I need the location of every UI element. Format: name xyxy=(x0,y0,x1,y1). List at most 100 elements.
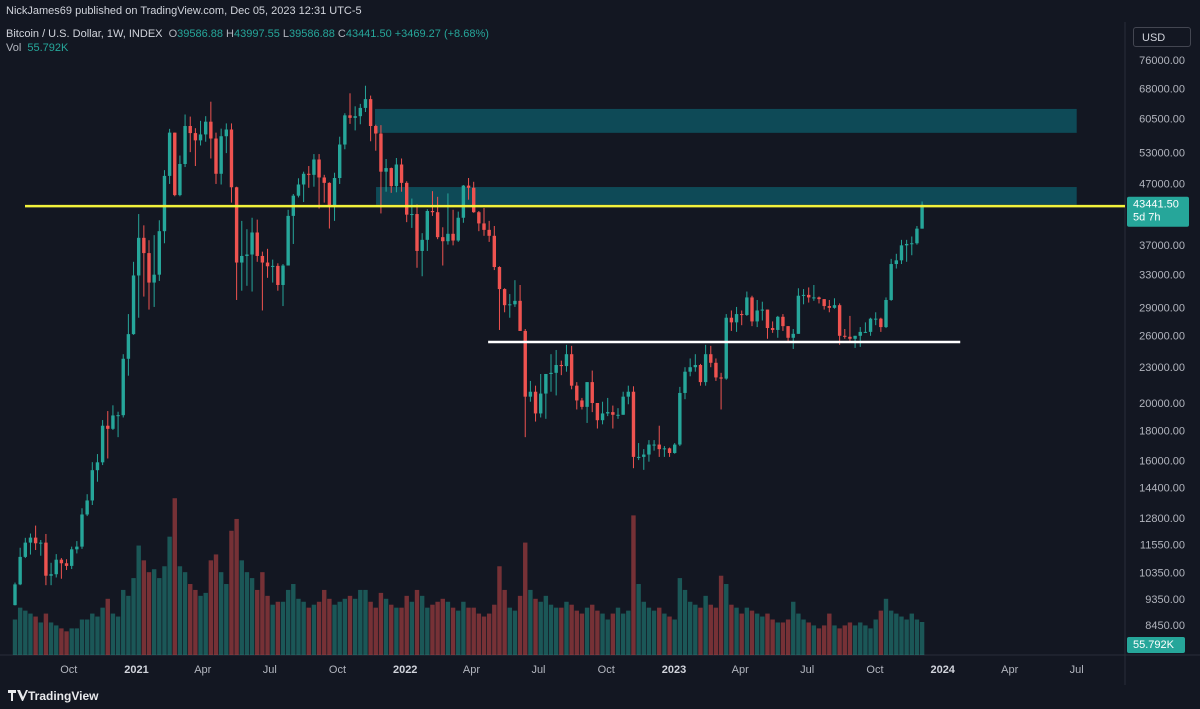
ohlc-value: 39586.88 xyxy=(288,28,335,40)
candle-body xyxy=(111,415,115,429)
volume-bar xyxy=(693,604,698,655)
volume-bar xyxy=(481,616,487,655)
volume-bar xyxy=(456,610,461,655)
volume-bar xyxy=(208,560,214,655)
candle-body xyxy=(580,400,584,407)
change: +3469.27 (+8.68%) xyxy=(394,28,489,40)
candle-body xyxy=(585,382,589,407)
y-tick-label: 10350.00 xyxy=(1139,568,1185,580)
volume-bar xyxy=(724,584,729,655)
candle-body xyxy=(245,254,249,256)
ohlc-key: L xyxy=(282,28,289,40)
candle-body xyxy=(533,391,538,414)
candle-body xyxy=(332,178,337,207)
candle-body xyxy=(538,393,543,414)
volume-bar xyxy=(342,598,348,655)
volume-bar xyxy=(507,607,512,655)
candle-body xyxy=(652,444,656,446)
volume-bar xyxy=(270,604,275,655)
volume-bar xyxy=(126,595,131,655)
candle-body xyxy=(497,267,502,290)
volume-bar xyxy=(131,578,136,655)
volume-bar xyxy=(244,572,250,655)
candle-body xyxy=(688,367,692,372)
volume-bar xyxy=(280,601,286,655)
volume xyxy=(12,498,925,655)
candle-body xyxy=(363,99,368,108)
candle-body xyxy=(647,444,651,455)
candle-body xyxy=(776,316,780,330)
x-tick-label: 2024 xyxy=(930,664,955,676)
volume-bar xyxy=(48,622,54,655)
candle-body xyxy=(307,173,311,175)
volume-bar xyxy=(595,610,600,655)
volume-bar xyxy=(182,572,188,655)
candle-body xyxy=(600,413,605,421)
volume-bar xyxy=(760,616,765,655)
x-tick-label: Apr xyxy=(463,664,480,676)
candle-body xyxy=(430,210,435,213)
candle-body xyxy=(734,314,739,323)
volume-bar xyxy=(368,601,373,655)
candle-body xyxy=(920,204,924,229)
candle-body xyxy=(611,412,615,415)
volume-bar xyxy=(641,601,646,655)
volume-bar xyxy=(100,607,105,655)
volume-bar xyxy=(409,601,415,655)
volume-bar xyxy=(43,613,49,655)
zone xyxy=(376,187,1077,205)
candle-body xyxy=(817,297,821,300)
volume-bar xyxy=(188,584,193,655)
candle-body xyxy=(569,354,574,386)
volume-bar xyxy=(770,619,775,655)
candle-body xyxy=(255,232,259,256)
y-tick-label: 29000.00 xyxy=(1139,303,1185,315)
volume-bar xyxy=(502,589,507,655)
volume-bar xyxy=(265,595,270,655)
volume-bar xyxy=(626,610,631,655)
volume-bar xyxy=(569,604,574,655)
volume-bar xyxy=(888,610,894,655)
candle-body xyxy=(477,212,481,224)
y-tick-label: 11550.00 xyxy=(1140,539,1185,551)
volume-bar xyxy=(445,601,451,655)
candle-body xyxy=(312,159,316,175)
y-tick-label: 23000.00 xyxy=(1139,362,1185,374)
candle-body xyxy=(848,336,852,339)
x-tick-label: Apr xyxy=(732,664,749,676)
volume-bar xyxy=(492,604,497,655)
volume-bar xyxy=(69,628,74,655)
candle-body xyxy=(39,542,43,544)
volume-bar xyxy=(105,598,110,655)
volume-bar xyxy=(827,613,832,655)
volume-bar xyxy=(311,604,317,655)
currency-button[interactable]: USD xyxy=(1133,27,1191,47)
volume-bar xyxy=(394,607,399,655)
candle-body xyxy=(724,317,728,379)
candle-body xyxy=(564,354,569,367)
volume-bar xyxy=(255,589,260,655)
volume-bar xyxy=(54,625,59,655)
ohlc-value: 43997.55 xyxy=(233,28,280,40)
candle-body xyxy=(18,556,22,585)
volume-bar xyxy=(378,592,384,655)
candle-body xyxy=(667,448,672,453)
candle-body xyxy=(441,237,445,242)
volume-bar xyxy=(296,598,301,655)
volume-bar xyxy=(84,619,90,655)
volume-bar xyxy=(74,628,80,655)
candle-body xyxy=(889,264,893,300)
volume-label-box xyxy=(1127,637,1185,653)
candle-body xyxy=(265,262,270,267)
volume-bar xyxy=(708,604,713,655)
x-tick-label: Oct xyxy=(60,664,77,676)
candle-body xyxy=(219,136,223,174)
volume-bar xyxy=(301,601,306,655)
volume-bar xyxy=(600,613,605,655)
candle-body xyxy=(358,107,363,117)
volume-bar xyxy=(672,619,677,655)
y-tick-label: 20000.00 xyxy=(1139,398,1185,410)
candle-body xyxy=(740,314,744,316)
volume-bar xyxy=(734,607,739,655)
